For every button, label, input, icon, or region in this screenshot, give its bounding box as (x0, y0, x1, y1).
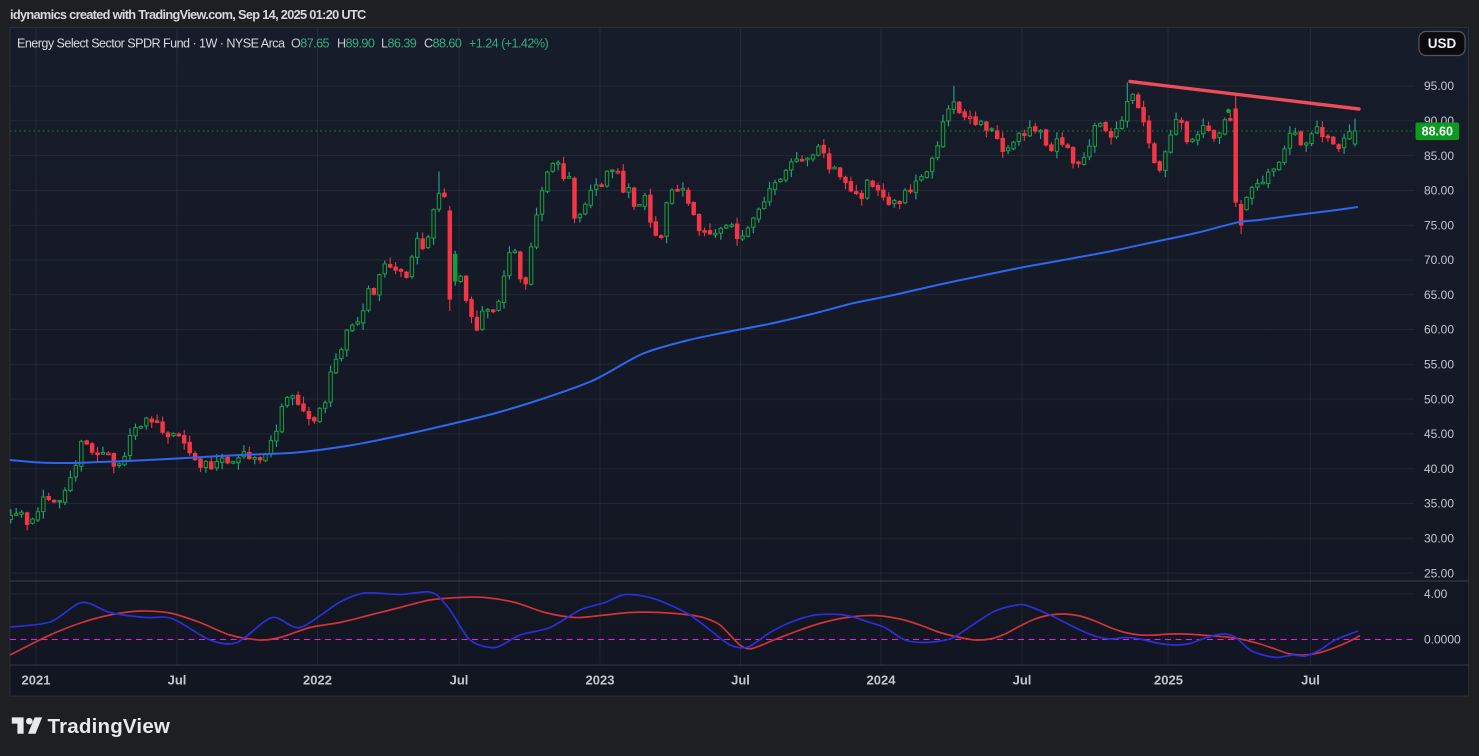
svg-text:2024: 2024 (867, 673, 897, 688)
svg-text:Jul: Jul (168, 673, 187, 688)
svg-text:2023: 2023 (586, 673, 615, 688)
svg-text:65.00: 65.00 (1424, 288, 1454, 302)
svg-text:35.00: 35.00 (1424, 497, 1454, 511)
svg-text:4.00: 4.00 (1424, 587, 1448, 601)
svg-text:55.00: 55.00 (1424, 358, 1454, 372)
svg-text:TradingView: TradingView (48, 715, 171, 738)
svg-text:50.00: 50.00 (1424, 392, 1454, 406)
svg-text:2021: 2021 (22, 673, 51, 688)
svg-text:0.0000: 0.0000 (1424, 633, 1461, 647)
svg-text:30.00: 30.00 (1424, 532, 1454, 546)
svg-text:2022: 2022 (303, 673, 332, 688)
svg-text:2025: 2025 (1154, 673, 1183, 688)
svg-text:USD: USD (1428, 36, 1457, 51)
svg-text:70.00: 70.00 (1424, 253, 1454, 267)
svg-text:idynamics created with Trading: idynamics created with TradingView.com, … (10, 7, 366, 22)
svg-text:Jul: Jul (1301, 673, 1320, 688)
svg-text:Jul: Jul (1013, 673, 1032, 688)
svg-text:88.60: 88.60 (1422, 125, 1453, 139)
svg-text:Jul: Jul (450, 673, 469, 688)
svg-text:60.00: 60.00 (1424, 323, 1454, 337)
svg-text:75.00: 75.00 (1424, 218, 1454, 232)
svg-text:85.00: 85.00 (1424, 149, 1454, 163)
svg-text:Energy Select Sector SPDR Fund: Energy Select Sector SPDR Fund · 1W · NY… (17, 37, 548, 51)
svg-text:45.00: 45.00 (1424, 427, 1454, 441)
svg-text:95.00: 95.00 (1424, 79, 1454, 93)
svg-text:80.00: 80.00 (1424, 184, 1454, 198)
svg-text:25.00: 25.00 (1424, 566, 1454, 580)
svg-text:40.00: 40.00 (1424, 462, 1454, 476)
svg-text:Jul: Jul (731, 673, 750, 688)
